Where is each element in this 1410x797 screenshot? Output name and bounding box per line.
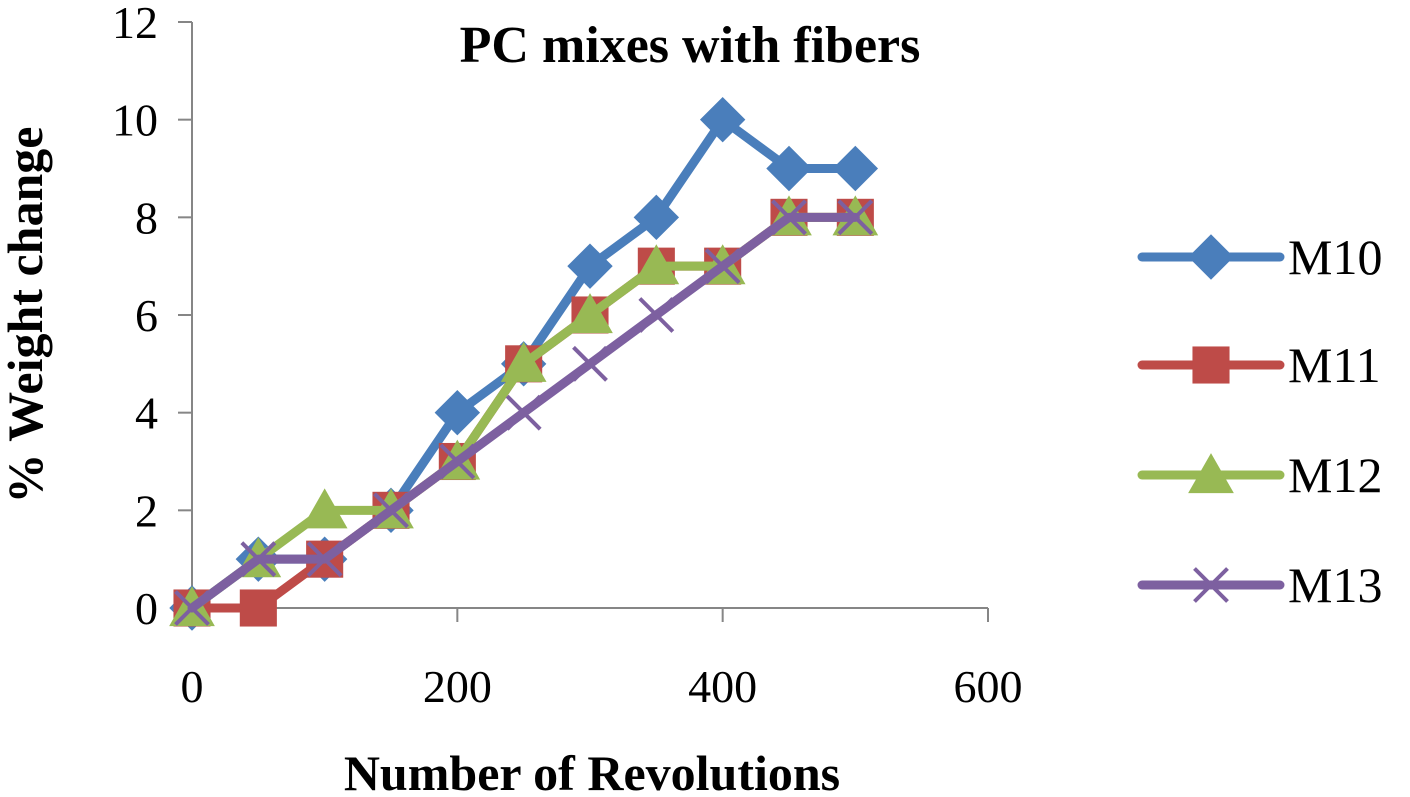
y-tick-label: 6: [135, 290, 158, 341]
x-tick-label: 600: [954, 661, 1023, 712]
data-point: [306, 541, 343, 578]
legend-marker: [1193, 567, 1229, 603]
data-point: [633, 244, 680, 285]
data-point: [301, 488, 348, 529]
legend-label: M10: [1288, 229, 1382, 285]
data-point: [439, 443, 476, 480]
y-tick-label: 8: [135, 192, 158, 243]
legend-item: M12: [1137, 447, 1382, 503]
data-point: [567, 243, 613, 289]
data-point: [240, 541, 277, 578]
data-point: [771, 199, 807, 236]
y-axis-title: % Weight change: [0, 127, 53, 504]
data-point: [638, 297, 675, 333]
data-point: [174, 590, 210, 626]
chart-title: PC mixes with fibers: [460, 17, 921, 74]
axes: 0 2 4 6 8 10 12 0 200 400 600: [112, 0, 1023, 712]
legend: M10 M11 M12 M13: [1137, 229, 1382, 613]
x-tick-label: 200: [423, 661, 492, 712]
series-layer: [169, 96, 879, 631]
data-point: [832, 145, 879, 192]
y-tick-label: 0: [135, 583, 158, 634]
data-point: [633, 194, 680, 241]
data-point: [766, 145, 812, 192]
data-point: [500, 341, 547, 382]
data-point: [699, 96, 746, 143]
legend-item: M13: [1137, 557, 1382, 613]
legend-marker: [1192, 346, 1230, 384]
data-point: [567, 293, 613, 334]
y-tick-label: 10: [112, 95, 158, 146]
x-tick-label: 0: [181, 661, 204, 712]
y-tick-label: 2: [135, 485, 158, 536]
y-tick-label: 4: [135, 388, 158, 439]
legend-label: M12: [1288, 447, 1382, 503]
data-point: [239, 589, 277, 627]
legend-label: M11: [1288, 337, 1381, 393]
x-tick-label: 400: [688, 661, 757, 712]
series-M13: [174, 199, 874, 626]
legend-item: M11: [1137, 337, 1381, 393]
legend-item: M10: [1137, 229, 1382, 285]
data-point: [704, 248, 741, 285]
x-axis-title: Number of Revolutions: [344, 745, 840, 797]
data-point: [373, 492, 409, 529]
data-point: [505, 394, 542, 431]
y-tick-label: 12: [112, 0, 158, 48]
data-point: [837, 199, 874, 236]
legend-marker: [1188, 234, 1234, 280]
legend-marker: [1188, 453, 1234, 494]
data-point: [572, 345, 608, 382]
data-point: [434, 389, 481, 436]
legend-label: M13: [1288, 557, 1382, 613]
